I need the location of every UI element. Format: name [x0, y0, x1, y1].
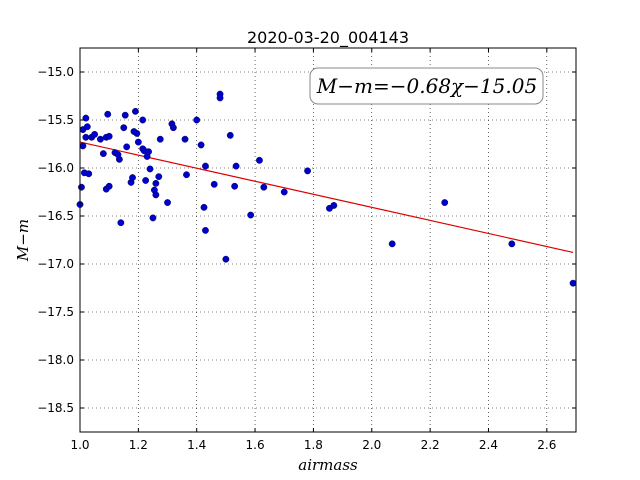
y-tick-label: −18.0	[37, 353, 74, 367]
fit-line	[79, 141, 574, 253]
data-point	[155, 173, 163, 181]
data-point	[115, 155, 123, 163]
data-point	[82, 133, 90, 141]
data-point	[83, 123, 91, 131]
data-point	[164, 199, 171, 206]
y-tick-label: −15.5	[37, 113, 74, 127]
data-point	[105, 132, 113, 140]
x-tick-label: 1.4	[187, 438, 206, 452]
data-point	[169, 124, 177, 132]
data-point	[146, 165, 154, 173]
data-point	[216, 94, 224, 102]
annotation-box	[309, 67, 544, 105]
data-points	[76, 90, 577, 287]
y-axis-label: M−m	[14, 219, 32, 262]
data-point	[105, 182, 113, 190]
data-point	[134, 138, 142, 146]
data-point	[202, 162, 209, 170]
fit-line-group	[79, 141, 574, 253]
x-tick-label: 1.2	[129, 438, 148, 452]
data-point	[78, 183, 85, 191]
data-point	[133, 130, 141, 137]
data-point	[222, 255, 230, 263]
data-point	[129, 174, 136, 182]
data-point	[97, 135, 104, 143]
fit-equation: M−m=−0.68χ−15.05	[316, 74, 537, 98]
data-point	[152, 191, 160, 199]
data-point	[120, 124, 128, 132]
chart-title: 2020-03-20_004143	[247, 28, 409, 48]
data-point	[82, 114, 90, 122]
data-point	[91, 130, 98, 138]
x-tick-label: 1.0	[70, 438, 89, 452]
x-tick-label: 2.0	[362, 438, 381, 452]
data-point	[121, 111, 129, 119]
data-point	[104, 110, 112, 118]
x-tick-label: 2.2	[421, 438, 440, 452]
y-tick-label: −17.5	[37, 305, 74, 319]
data-point	[132, 107, 139, 115]
y-tick-label: −15.0	[37, 65, 74, 79]
data-point	[79, 142, 87, 150]
data-point	[202, 226, 209, 234]
data-point	[200, 203, 208, 211]
y-tick-label: −18.5	[37, 401, 74, 415]
data-point	[149, 214, 157, 222]
data-point	[210, 180, 218, 188]
x-tick-label: 2.6	[537, 438, 556, 452]
data-point	[508, 240, 516, 248]
data-point	[156, 135, 164, 143]
data-point	[226, 131, 234, 139]
x-axis-ticks: 1.0 1.2 1.4 1.6 1.8 2.0 2.2 2.4 2.6	[70, 48, 556, 452]
data-point	[181, 135, 189, 143]
data-point	[85, 170, 93, 178]
grid-lines	[79, 48, 576, 432]
y-tick-label: −17.0	[37, 257, 74, 271]
data-point	[256, 156, 263, 164]
data-point	[117, 219, 125, 227]
y-tick-label: −16.0	[37, 161, 74, 175]
data-point	[231, 182, 239, 190]
data-point	[142, 177, 150, 184]
data-point	[280, 188, 288, 196]
data-point	[441, 199, 449, 206]
y-tick-label: −16.5	[37, 209, 74, 223]
data-point	[123, 143, 131, 151]
x-tick-label: 1.6	[246, 438, 265, 452]
data-point	[260, 183, 268, 191]
x-tick-label: 1.8	[304, 438, 323, 452]
data-point	[183, 171, 190, 179]
data-point	[145, 148, 152, 156]
data-point	[388, 240, 396, 248]
y-axis-ticks: −15.0 −15.5 −16.0 −16.5 −17.0 −17.5 −18.0 −18.5	[37, 65, 576, 415]
data-point	[152, 179, 160, 187]
data-point	[247, 211, 255, 219]
plot-frame	[79, 47, 577, 433]
x-axis-label: airmass	[298, 456, 358, 474]
data-point	[193, 116, 201, 124]
data-point	[330, 202, 338, 209]
data-point	[99, 150, 107, 158]
data-point	[569, 279, 577, 287]
data-point	[197, 141, 205, 149]
x-tick-label: 2.4	[479, 438, 498, 452]
data-point	[232, 162, 240, 170]
data-point	[304, 167, 311, 175]
fit-equation-box: M−m=−0.68χ−15.05	[309, 67, 544, 105]
data-point	[139, 116, 147, 124]
